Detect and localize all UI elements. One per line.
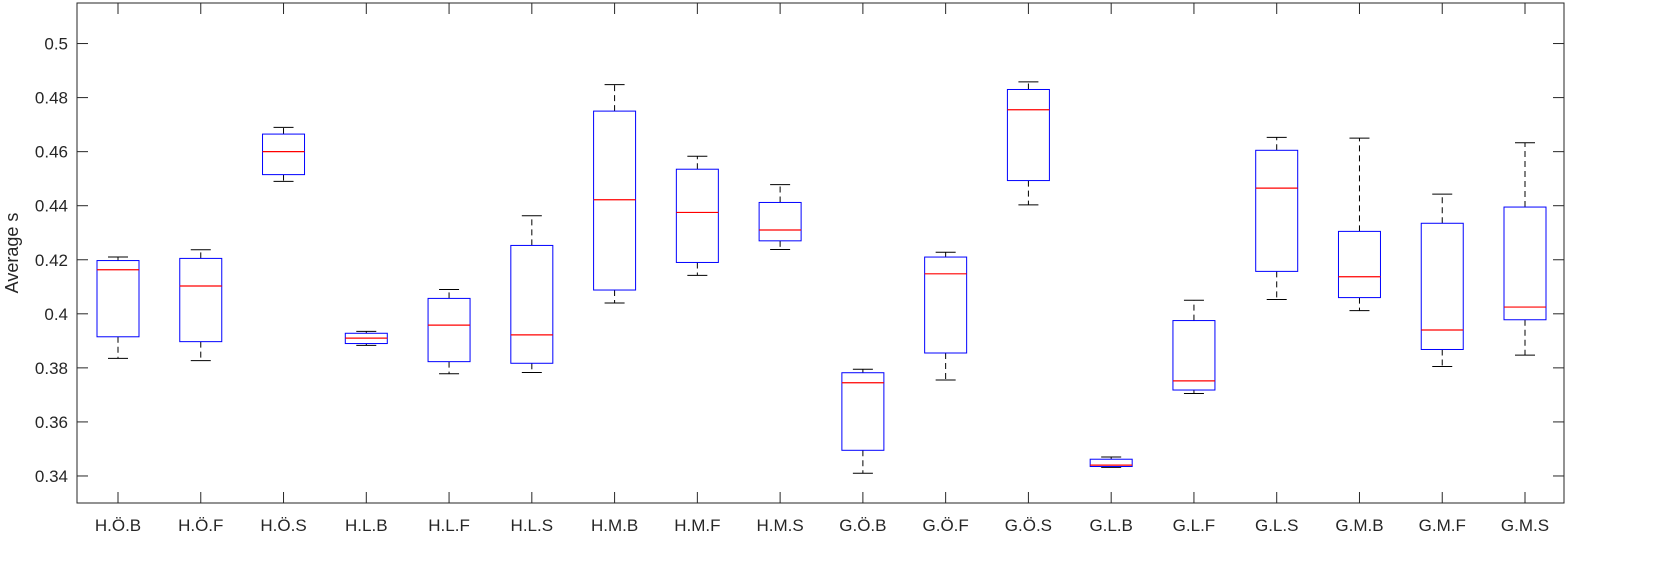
x-tick-label: H.L.B (345, 516, 388, 535)
x-tick-label: G.M.F (1419, 516, 1466, 535)
y-axis-label: Average s (2, 213, 22, 294)
y-tick-label: 0.48 (35, 89, 68, 108)
x-tick-label: G.M.B (1335, 516, 1383, 535)
x-tick-label: G.L.S (1255, 516, 1298, 535)
y-tick-label: 0.5 (44, 35, 68, 54)
x-axis: H.Ö.B H.Ö.F H.Ö.S H.L.B H.L.F H.L.S H.M.B H.M.F… (95, 3, 1549, 535)
x-tick-label: H.L.F (428, 516, 470, 535)
x-tick-label: H.M.F (674, 516, 720, 535)
x-tick-label: H.Ö.F (178, 516, 223, 535)
x-tick-label: H.L.S (511, 516, 554, 535)
box-G.M.S (1503, 142, 1547, 356)
y-tick-label: 0.44 (35, 197, 68, 216)
box-H.M.F (675, 155, 719, 276)
x-tick-label: H.Ö.S (260, 516, 306, 535)
iqr-box (675, 168, 719, 263)
box-G.Ö.F (924, 251, 968, 381)
iqr-box (427, 297, 471, 363)
y-tick-label: 0.36 (35, 413, 68, 432)
x-tick-label: H.M.S (757, 516, 804, 535)
box-H.M.S (758, 184, 802, 250)
iqr-box (1006, 88, 1050, 182)
plot-area (76, 2, 1565, 504)
y-tick-label: 0.46 (35, 143, 68, 162)
iqr-box (924, 256, 968, 354)
box-H.L.S (510, 215, 554, 373)
iqr-box (1089, 458, 1133, 468)
box-G.L.B (1089, 456, 1133, 468)
box-H.L.F (427, 288, 471, 375)
y-tick-label: 0.34 (35, 467, 68, 486)
x-tick-label: H.M.B (591, 516, 638, 535)
x-tick-label: G.Ö.B (839, 516, 886, 535)
iqr-box (758, 201, 802, 242)
y-axis: 0.34 0.36 0.38 0.4 0.42 0.44 0.46 0.48 0.5 (35, 35, 1564, 486)
iqr-box (179, 257, 223, 343)
box-H.L.B (344, 330, 388, 346)
x-tick-label: G.L.F (1173, 516, 1216, 535)
x-tick-label: G.Ö.S (1005, 516, 1052, 535)
box-G.Ö.S (1006, 81, 1050, 206)
iqr-box (96, 260, 140, 338)
y-tick-label: 0.42 (35, 251, 68, 270)
iqr-box (510, 244, 554, 364)
box-H.M.B (593, 84, 637, 304)
iqr-box (1172, 320, 1216, 391)
box-G.M.B (1337, 137, 1381, 312)
y-tick-label: 0.4 (44, 305, 68, 324)
box-H.Ö.F (179, 249, 223, 362)
x-tick-label: G.M.S (1501, 516, 1549, 535)
iqr-box (1420, 222, 1464, 350)
boxes-layer (96, 81, 1547, 474)
x-tick-label: G.L.B (1089, 516, 1132, 535)
iqr-box (593, 110, 637, 291)
x-tick-label: G.Ö.F (923, 516, 969, 535)
y-tick-label: 0.38 (35, 359, 68, 378)
box-G.M.F (1420, 193, 1464, 368)
iqr-box (1503, 206, 1547, 321)
box-G.Ö.B (841, 368, 885, 474)
box-H.Ö.B (96, 256, 140, 359)
box-G.L.F (1172, 299, 1216, 395)
iqr-box (841, 372, 885, 451)
iqr-box (1337, 230, 1381, 299)
box-H.Ö.S (262, 126, 306, 182)
iqr-box (262, 133, 306, 176)
box-G.L.S (1255, 136, 1299, 300)
iqr-box (1255, 149, 1299, 272)
x-tick-label: H.Ö.B (95, 516, 141, 535)
